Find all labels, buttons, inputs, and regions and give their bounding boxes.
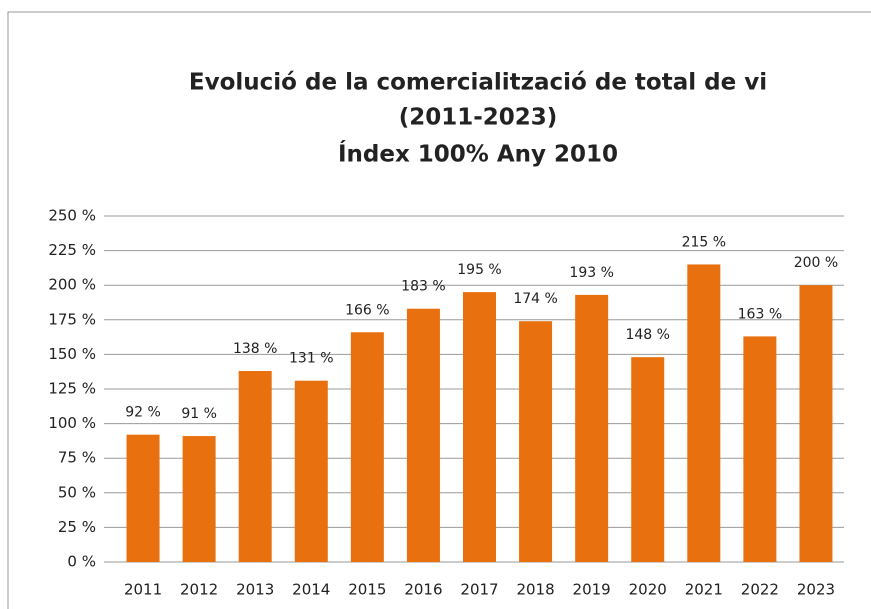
x-tick-label: 2022 <box>741 581 779 599</box>
chart-title: Índex 100% Any 2010 <box>338 140 618 168</box>
y-tick-label: 50 % <box>58 483 96 501</box>
y-tick-label: 225 % <box>48 241 96 259</box>
value-label: 174 % <box>513 291 557 307</box>
y-tick-label: 175 % <box>48 310 96 328</box>
x-tick-label: 2015 <box>348 581 386 599</box>
value-label: 163 % <box>738 306 782 322</box>
value-label: 138 % <box>233 341 277 357</box>
bar <box>126 434 160 562</box>
bar <box>575 294 609 562</box>
bar <box>238 371 272 562</box>
x-tick-label: 2017 <box>460 581 498 599</box>
x-tick-label: 2013 <box>236 581 274 599</box>
bar <box>294 380 328 562</box>
x-tick-label: 2016 <box>404 581 442 599</box>
value-label: 200 % <box>794 255 838 271</box>
x-tick-label: 2011 <box>124 581 162 599</box>
value-label: 92 % <box>125 405 161 421</box>
value-label: 193 % <box>569 265 613 281</box>
x-tick-label: 2018 <box>516 581 554 599</box>
y-tick-label: 150 % <box>48 345 96 363</box>
chart-title: Evolució de la comercialització de total… <box>189 70 767 96</box>
bar <box>687 264 721 562</box>
y-tick-label: 200 % <box>48 276 96 294</box>
value-label: 195 % <box>457 262 501 278</box>
y-tick-label: 250 % <box>48 207 96 225</box>
x-tick-label: 2020 <box>629 581 667 599</box>
x-tick-label: 2021 <box>685 581 723 599</box>
y-tick-label: 25 % <box>58 518 96 536</box>
x-tick-label: 2023 <box>797 581 835 599</box>
chart-title: (2011-2023) <box>399 105 558 131</box>
y-tick-label: 0 % <box>67 553 96 571</box>
x-tick-label: 2012 <box>180 581 218 599</box>
x-tick-label: 2019 <box>573 581 611 599</box>
bar <box>631 357 665 562</box>
bar <box>463 292 496 562</box>
value-label: 131 % <box>289 351 333 367</box>
frame <box>7 11 871 609</box>
y-tick-label: 100 % <box>48 414 96 432</box>
bar <box>519 321 553 562</box>
bar <box>406 308 440 562</box>
bar <box>182 436 216 562</box>
bar <box>743 336 777 562</box>
value-label: 183 % <box>401 279 445 295</box>
value-label: 91 % <box>181 406 217 422</box>
y-tick-label: 125 % <box>48 380 96 398</box>
bar <box>350 332 384 562</box>
value-label: 166 % <box>345 302 389 318</box>
value-label: 148 % <box>625 327 669 343</box>
y-tick-label: 75 % <box>58 449 96 467</box>
value-label: 215 % <box>682 234 726 250</box>
x-tick-label: 2014 <box>292 581 330 599</box>
bar <box>799 285 833 562</box>
